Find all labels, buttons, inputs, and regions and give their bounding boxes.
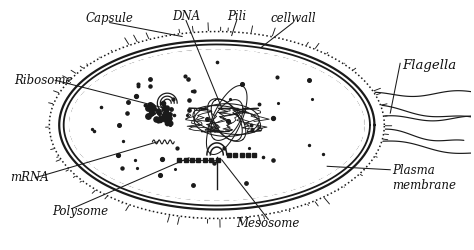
Polygon shape: [70, 50, 364, 200]
Text: mRNA: mRNA: [10, 171, 49, 184]
Text: cellwall: cellwall: [270, 12, 316, 25]
Text: Capsule: Capsule: [86, 12, 134, 25]
Text: Mesosome: Mesosome: [237, 217, 300, 230]
Text: Pili: Pili: [227, 10, 246, 23]
Polygon shape: [49, 32, 384, 218]
Polygon shape: [34, 14, 400, 236]
Text: Polysome: Polysome: [52, 205, 109, 218]
Text: Flagella: Flagella: [402, 59, 456, 72]
Text: Ribosome: Ribosome: [15, 74, 73, 87]
Text: Plasma
membrane: Plasma membrane: [392, 164, 456, 192]
Text: DNA: DNA: [172, 10, 200, 23]
Polygon shape: [59, 40, 374, 209]
Polygon shape: [70, 50, 364, 200]
Polygon shape: [64, 44, 370, 205]
